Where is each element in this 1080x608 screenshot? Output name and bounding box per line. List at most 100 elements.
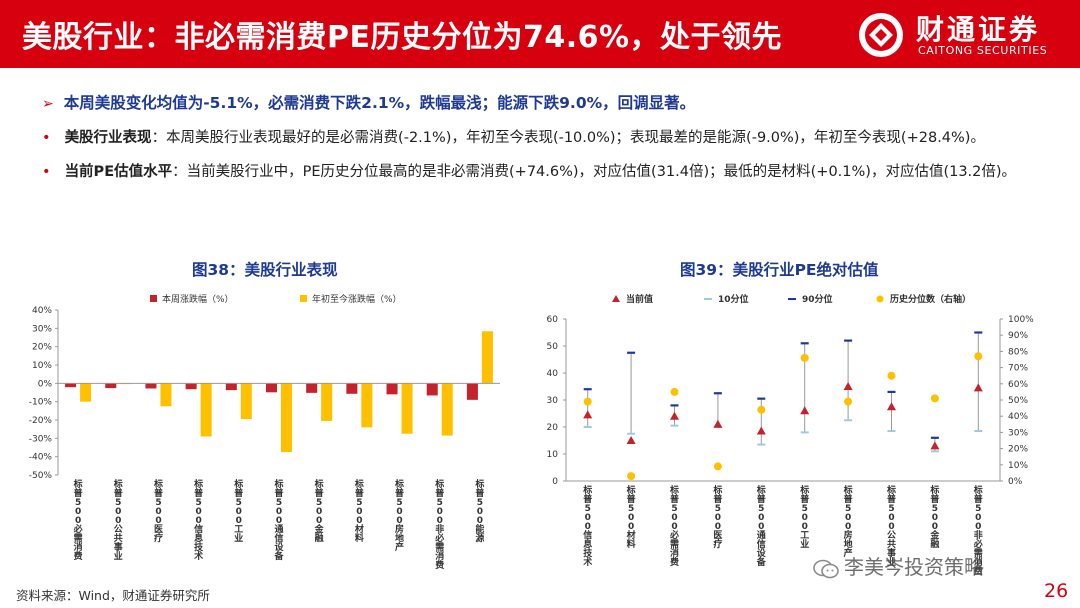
legend-label: 90分位	[802, 293, 833, 305]
y-tick-label: 30%	[32, 324, 52, 334]
legend-label: 历史分位数（右轴）	[890, 293, 971, 305]
hist-percentile-marker	[627, 472, 636, 481]
x-category-label: 标普 5 0 0 能源	[474, 478, 484, 544]
x-category-label: 标普 5 0 0 非必需消费	[973, 484, 983, 575]
hist-percentile-marker	[930, 394, 939, 403]
y-tick-label: 20%	[32, 343, 52, 353]
bullet-dot-icon: •	[42, 130, 51, 146]
y-right-tick-label: 10%	[1008, 461, 1028, 471]
x-category-label: 标普 5 0 0 房地产	[394, 478, 404, 553]
x-category-label: 标普 5 0 0 金融	[314, 478, 325, 544]
y-tick-label: -20%	[29, 416, 53, 426]
y-left-tick-label: 10	[547, 450, 559, 460]
hist-percentile-marker	[583, 397, 592, 406]
y-left-tick-label: 30	[547, 396, 559, 406]
current-marker	[626, 436, 636, 444]
y-tick-label: -30%	[29, 434, 53, 444]
current-marker	[756, 426, 766, 435]
bar-week	[105, 383, 117, 389]
bar-week	[426, 383, 438, 396]
y-right-tick-label: 100%	[1008, 315, 1034, 325]
chart38-bar-chart: 40% 30% 20% 10% 0% -10% -20% -30% -40% -50% 标普 5 0 0 必…	[29, 293, 500, 571]
y-left-tick-label: 20	[547, 423, 559, 433]
bar-ytd	[361, 383, 373, 428]
x-category-label: 标普 5 0 0 信息技术	[582, 484, 593, 568]
x-category-label: 标普 5 0 0 工业	[233, 478, 243, 544]
hist-percentile-marker	[887, 371, 896, 380]
bullet-label: 美股行业表现	[64, 130, 152, 146]
y-right-tick-label: 70%	[1008, 364, 1028, 374]
x-category-label: 标普 5 0 0 材料	[626, 484, 636, 550]
legend-label: 本周涨跌幅（%）	[162, 293, 234, 305]
bar-ytd	[401, 383, 413, 434]
bar-week	[266, 383, 277, 393]
x-category-label: 标普 5 0 0 工业	[799, 484, 809, 550]
x-category-label: 标普 5 0 0 通信设备	[756, 484, 767, 568]
bar-week	[185, 383, 197, 390]
bar-ytd	[441, 383, 453, 436]
x-category-label: 标普 5 0 0 医疗	[712, 484, 722, 550]
hist-percentile-marker	[800, 353, 809, 362]
hist-percentile-marker	[713, 462, 722, 471]
bar-week	[65, 383, 77, 388]
bar-ytd	[281, 383, 292, 453]
legend-label: 10分位	[718, 293, 749, 305]
wechat-icon	[813, 559, 839, 578]
watermark-text: 李美岑投资策略	[844, 555, 984, 579]
bar-ytd	[240, 383, 252, 420]
hist-percentile-marker	[757, 405, 766, 414]
x-category-label: 标普 5 0 0 医疗	[153, 478, 163, 544]
x-category-label: 标普 5 0 0 公共事业	[886, 484, 896, 568]
highlight-line: ➢ 本周美股变化均值为-5.1%，必需消费下跌2.1%，跌幅最浅；能源下跌9.0%…	[42, 91, 695, 113]
x-category-label: 标普 5 0 0 非必需消费	[434, 478, 444, 571]
y-tick-label: 40%	[32, 306, 52, 316]
x-category-label: 标普 5 0 0 金融	[929, 484, 940, 550]
x-category-label: 标普 5 0 0 公共事业	[113, 478, 123, 562]
y-right-tick-label: 20%	[1008, 445, 1028, 455]
legend-swatch	[150, 295, 157, 302]
legend-label: 当前值	[626, 293, 653, 305]
bullet-text: ：当前美股行业中，PE历史分位最高的是非必需消费(+74.6%)，对应估值(31…	[172, 164, 1017, 180]
bar-week	[225, 383, 237, 391]
hist-percentile-marker	[670, 387, 679, 396]
y-left-tick-label: 0	[552, 477, 558, 487]
hist-percentile-marker	[844, 397, 853, 406]
hist-percentile-marker	[974, 352, 983, 361]
y-right-tick-label: 80%	[1008, 347, 1028, 357]
legend-swatch	[300, 295, 307, 302]
current-marker	[713, 419, 723, 428]
x-category-label: 标普 5 0 0 信息技术	[193, 478, 204, 562]
current-marker	[800, 406, 810, 415]
legend-label: 年初至今涨跌幅（%）	[312, 293, 402, 305]
logo-text-en: CAITONG SECURITIES	[918, 44, 1048, 57]
bullet-performance: • 美股行业表现：本周美股行业表现最好的是必需消费(-2.1%)，年初至今表现(-…	[42, 126, 985, 147]
x-category-label: 标普 5 0 0 必需消费	[73, 478, 83, 562]
logo-text-cn: 财通证券	[916, 13, 1041, 46]
chart38-title: 图38：美股行业表现	[192, 261, 338, 279]
bar-week	[466, 383, 478, 400]
y-left-tick-label: 50	[547, 342, 559, 352]
source-note: 资料来源：Wind，财通证券研究所	[16, 588, 210, 603]
y-right-tick-label: 0%	[1008, 477, 1023, 487]
bar-week	[306, 383, 318, 393]
y-right-tick-label: 30%	[1008, 428, 1028, 438]
y-tick-label: 10%	[32, 361, 52, 371]
bar-ytd	[160, 383, 172, 407]
legend-swatch	[876, 295, 884, 303]
bar-ytd	[80, 383, 92, 402]
highlight-text: 本周美股变化均值为-5.1%，必需消费下跌2.1%，跌幅最浅；能源下跌9.0%，…	[63, 94, 696, 112]
current-marker	[930, 441, 940, 450]
current-marker	[973, 383, 983, 392]
y-tick-label: -40%	[29, 453, 53, 463]
chart39-title: 图39：美股行业PE绝对估值	[680, 261, 879, 279]
x-category-label: 标普 5 0 0 必需消费	[669, 484, 679, 568]
company-logo: 财通证券 CAITONG SECURITIES	[850, 4, 1070, 64]
current-marker	[583, 410, 593, 419]
y-right-tick-label: 40%	[1008, 412, 1028, 422]
page-number: 26	[1044, 580, 1069, 602]
caitong-logo-icon	[859, 13, 903, 57]
x-category-label: 标普 5 0 0 通信设备	[273, 478, 284, 562]
bullet-valuation: • 当前PE估值水平：当前美股行业中，PE历史分位最高的是非必需消费(+74.6%…	[42, 160, 1016, 181]
header-bar: 美股行业：非必需消费PE历史分位为74.6%，处于领先 财通证券 CAITONG…	[0, 0, 1080, 68]
current-marker	[670, 411, 679, 420]
